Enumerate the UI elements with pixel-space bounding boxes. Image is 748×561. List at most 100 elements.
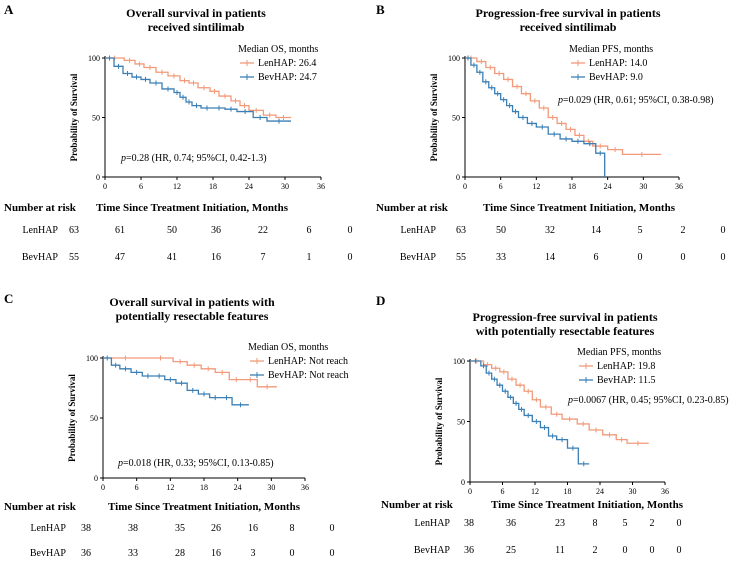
panel-letter: D bbox=[376, 293, 385, 308]
risk-value: 2 bbox=[681, 225, 686, 236]
panel-b: B Progression-free survival in patientsre… bbox=[376, 2, 726, 263]
chart-title-line: Overall survival in patients with bbox=[109, 295, 275, 309]
series-line-bevhap bbox=[105, 57, 291, 122]
risk-value: 0 bbox=[681, 252, 686, 263]
x-tick-label: 30 bbox=[639, 182, 647, 191]
risk-value: 2 bbox=[593, 545, 598, 556]
risk-value: 32 bbox=[545, 225, 555, 236]
risk-row-label: BevHAP bbox=[22, 252, 59, 263]
chart-title-line: received sintilimab bbox=[148, 20, 245, 34]
x-tick-label: 6 bbox=[139, 182, 143, 191]
x-tick-label: 18 bbox=[568, 182, 576, 191]
risk-value: 0 bbox=[330, 548, 335, 559]
risk-value: 28 bbox=[175, 548, 185, 559]
risk-value: 0 bbox=[677, 545, 682, 556]
risk-value: 38 bbox=[464, 518, 474, 529]
risk-value: 55 bbox=[69, 252, 79, 263]
legend-label-bevhap: BevHAP: 24.7 bbox=[258, 72, 317, 83]
x-tick-label: 0 bbox=[463, 182, 467, 191]
y-tick-label: 0 bbox=[94, 474, 98, 483]
x-tick-label: 6 bbox=[501, 487, 505, 496]
risk-value: 1 bbox=[307, 252, 312, 263]
risk-row-label: BevHAP bbox=[414, 545, 451, 556]
y-axis-label: Probability of Survival bbox=[429, 73, 439, 161]
legend-label-lenhap: LenHAP: 19.8 bbox=[597, 361, 655, 372]
risk-value: 0 bbox=[677, 518, 682, 529]
series-line-lenhap bbox=[105, 57, 291, 119]
risk-value: 0 bbox=[721, 252, 726, 263]
risk-value: 23 bbox=[555, 518, 565, 529]
y-tick-label: 0 bbox=[461, 478, 465, 487]
stat-rest: =0.029 (HR, 0.61; 95%CI, 0.38-0.98) bbox=[563, 95, 714, 106]
stat-rest: =0.28 (HR, 0.74; 95%CI, 0.42-1.3) bbox=[126, 153, 267, 164]
y-tick-label: 0 bbox=[456, 173, 460, 182]
risk-value: 0 bbox=[721, 225, 726, 236]
risk-value: 22 bbox=[258, 225, 268, 236]
y-tick-label: 100 bbox=[448, 54, 460, 63]
y-tick-label: 50 bbox=[457, 418, 465, 427]
risk-value: 25 bbox=[506, 545, 516, 556]
chart-title-line: potentially resectable features bbox=[116, 309, 269, 323]
x-tick-label: 18 bbox=[209, 182, 217, 191]
risk-row-label: LenHAP bbox=[30, 523, 66, 534]
risk-header: Number at risk bbox=[381, 499, 454, 511]
risk-value: 0 bbox=[638, 252, 643, 263]
panel-letter: B bbox=[376, 2, 385, 17]
x-tick-label: 0 bbox=[103, 182, 107, 191]
risk-value: 36 bbox=[81, 548, 91, 559]
x-axis-label: Time Since Treatment Initiation, Months bbox=[96, 202, 289, 214]
risk-value: 8 bbox=[593, 518, 598, 529]
panel-letter: A bbox=[4, 2, 14, 17]
risk-value: 26 bbox=[211, 523, 221, 534]
x-tick-label: 12 bbox=[531, 487, 539, 496]
stat-annotation: p=0.018 (HR, 0.33; 95%CI, 0.13-0.85) bbox=[117, 458, 274, 469]
risk-value: 55 bbox=[456, 252, 466, 263]
risk-value: 0 bbox=[290, 548, 295, 559]
x-tick-label: 6 bbox=[135, 483, 139, 492]
y-tick-label: 50 bbox=[90, 414, 98, 423]
risk-value: 50 bbox=[496, 225, 506, 236]
legend-title: Median PFS, months bbox=[577, 347, 661, 358]
x-tick-label: 36 bbox=[301, 483, 309, 492]
x-tick-label: 12 bbox=[166, 483, 174, 492]
y-tick-label: 50 bbox=[92, 114, 100, 123]
risk-value: 14 bbox=[545, 252, 555, 263]
risk-value: 16 bbox=[211, 548, 221, 559]
legend-label-lenhap: LenHAP: 14.0 bbox=[589, 58, 647, 69]
risk-value: 61 bbox=[115, 225, 125, 236]
risk-value: 63 bbox=[69, 225, 79, 236]
risk-row-label: LenHAP bbox=[22, 225, 58, 236]
risk-value: 33 bbox=[496, 252, 506, 263]
risk-value: 6 bbox=[594, 252, 599, 263]
panel-d: D Progression-free survival in patientswi… bbox=[376, 293, 729, 556]
y-axis-label: Probability of Survival bbox=[67, 374, 77, 462]
y-tick-label: 100 bbox=[86, 354, 98, 363]
x-tick-label: 18 bbox=[564, 487, 572, 496]
series-line-bevhap bbox=[103, 357, 249, 406]
y-tick-label: 100 bbox=[88, 54, 100, 63]
risk-header: Number at risk bbox=[4, 202, 77, 214]
stat-annotation: p=0.029 (HR, 0.61; 95%CI, 0.38-0.98) bbox=[557, 95, 714, 106]
risk-value: 38 bbox=[128, 523, 138, 534]
x-axis-label: Time Since Treatment Initiation, Months bbox=[491, 499, 684, 511]
stat-annotation: p=0.28 (HR, 0.74; 95%CI, 0.42-1.3) bbox=[120, 153, 267, 164]
stat-p-symbol: p bbox=[567, 395, 573, 406]
legend-title: Median OS, months bbox=[248, 342, 328, 353]
risk-value: 41 bbox=[167, 252, 177, 263]
risk-row-label: LenHAP bbox=[414, 518, 450, 529]
risk-value: 14 bbox=[591, 225, 601, 236]
legend-label-bevhap: BevHAP: 11.5 bbox=[597, 375, 656, 386]
risk-value: 16 bbox=[211, 252, 221, 263]
risk-value: 36 bbox=[211, 225, 221, 236]
x-tick-label: 30 bbox=[281, 182, 289, 191]
series-line-bevhap bbox=[465, 57, 606, 177]
risk-header: Number at risk bbox=[4, 501, 77, 513]
series-line-lenhap bbox=[103, 357, 277, 388]
risk-value: 38 bbox=[81, 523, 91, 534]
stat-rest: =0.0067 (HR, 0.45; 95%CI, 0.23-0.85) bbox=[573, 395, 729, 406]
risk-value: 0 bbox=[650, 545, 655, 556]
panel-c: C Overall survival in patients withpotent… bbox=[4, 291, 349, 559]
x-tick-label: 24 bbox=[604, 182, 612, 191]
risk-value: 5 bbox=[638, 225, 643, 236]
